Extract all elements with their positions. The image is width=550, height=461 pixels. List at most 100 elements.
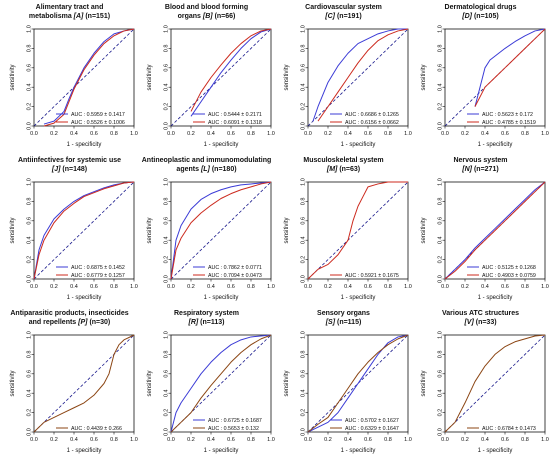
roc-curve	[170, 181, 272, 280]
roc-panel: Antiinfectives for systemic use [J] (n=14…	[1, 154, 138, 307]
panel-title-line: Respiratory system	[174, 310, 239, 317]
panel-title-line: Musculoskeletal system	[303, 157, 384, 164]
panel-title-line: and repellents	[28, 318, 77, 326]
roc-plot: 0.0 0.2 0.4 0.6 0.8 1.0 0.0 0.2 0.4 0.6 0.8 1.0 1 - …	[147, 178, 275, 301]
legend-entry: AUC : 0.4903 ± 0.0759	[482, 273, 536, 279]
y-tick-label: 1.0	[300, 25, 306, 33]
x-tick-label: 0.2	[324, 131, 332, 137]
legend-entry: AUC : 0.5959 ± 0.1417	[71, 112, 125, 118]
x-tick-label: 0.0	[167, 437, 175, 443]
panel-title-line2: [C] (n=191)	[275, 13, 412, 22]
panel-title-line2: [N] (n=271)	[412, 166, 549, 175]
roc-panel: Cardiovascular system [C] (n=191) 0.0 0.2 0.…	[275, 1, 412, 154]
panel-title-code: [A]	[73, 12, 84, 20]
plot-frame	[33, 28, 135, 127]
x-tick-label: 0.6	[501, 131, 509, 137]
x-tick-label: 0.8	[384, 437, 392, 443]
panel-title: Antiinfectives for systemic use	[1, 157, 138, 166]
roc-curve	[474, 28, 546, 107]
roc-curve	[307, 181, 408, 280]
y-tick-label: 0.4	[437, 236, 443, 244]
x-tick-label: 0.8	[110, 284, 118, 290]
x-tick-label: 1.0	[541, 131, 549, 137]
roc-curve	[190, 28, 272, 117]
roc-curve	[312, 28, 408, 122]
reference-diagonal	[307, 28, 409, 127]
roc-panel: Various ATC structures [V] (n=33) 0.0 0.2 0.…	[412, 307, 549, 460]
panel-title-line2: [S] (n=115)	[275, 319, 412, 328]
roc-curve	[190, 28, 272, 112]
y-tick-label: 0.4	[26, 236, 32, 244]
plot-frame	[307, 28, 409, 127]
panel-title: Nervous system	[412, 157, 549, 166]
x-tick-label: 0.6	[227, 284, 235, 290]
x-tick-label: 0.8	[247, 437, 255, 443]
x-tick-label: 1.0	[267, 284, 275, 290]
plot-frame	[307, 334, 409, 433]
y-tick-label: 0.0	[163, 122, 169, 130]
y-tick-label: 0.6	[26, 217, 32, 225]
x-tick-label: 0.6	[90, 131, 98, 137]
y-tick-label: 0.2	[300, 256, 306, 264]
x-tick-label: 0.2	[461, 437, 469, 443]
roc-plot: 0.0 0.2 0.4 0.6 0.8 1.0 0.0 0.2 0.4 0.6 0.8 1.0 1 - …	[10, 331, 138, 454]
roc-curve	[33, 181, 135, 280]
y-tick-label: 0.6	[163, 370, 169, 378]
panel-title-n: (n=151)	[85, 12, 111, 20]
legend-entry: AUC : 0.6091 ± 0.1318	[208, 120, 262, 126]
y-tick-label: 0.8	[437, 45, 443, 53]
y-axis-label: sensitivity	[10, 64, 16, 90]
x-tick-label: 0.2	[187, 131, 195, 137]
y-tick-label: 1.0	[437, 178, 443, 186]
legend-entry: AUC : 0.4785 ± 0.1519	[482, 120, 536, 126]
x-tick-label: 0.2	[187, 437, 195, 443]
y-tick-label: 0.4	[437, 83, 443, 91]
x-axis-label: 1 - specificity	[478, 142, 513, 148]
panel-title-line: Antiparasitic products, insecticides	[10, 310, 129, 317]
panel-title-code: [L]	[200, 165, 210, 173]
plot-frame	[33, 181, 135, 280]
panel-title-n: (n=115)	[336, 318, 362, 326]
y-tick-label: 0.2	[163, 409, 169, 417]
y-tick-label: 0.4	[163, 236, 169, 244]
y-tick-label: 0.0	[300, 122, 306, 130]
panel-title: Sensory organs	[275, 310, 412, 319]
panel-title-line: organs	[177, 12, 201, 20]
roc-curve	[307, 334, 409, 433]
plot-frame	[170, 181, 272, 280]
legend-entry: AUC : 0.6725 ± 0.1687	[208, 418, 262, 424]
x-tick-label: 0.8	[384, 131, 392, 137]
y-tick-label: 0.6	[300, 217, 306, 225]
x-tick-label: 0.2	[187, 284, 195, 290]
y-tick-label: 0.6	[163, 64, 169, 72]
y-tick-label: 0.4	[163, 83, 169, 91]
y-axis-label: sensitivity	[421, 64, 427, 90]
x-tick-label: 0.6	[501, 437, 509, 443]
x-axis-label: 1 - specificity	[478, 448, 513, 454]
panel-title-n: (n=180)	[211, 165, 237, 173]
y-tick-label: 0.2	[300, 409, 306, 417]
x-axis-label: 1 - specificity	[341, 142, 376, 148]
y-axis-label: sensitivity	[284, 217, 290, 243]
x-tick-label: 0.8	[247, 131, 255, 137]
panel-title-n: (n=271)	[473, 165, 499, 173]
panel-title-code: [B]	[202, 12, 213, 20]
y-tick-label: 0.2	[300, 103, 306, 111]
panel-title-n: (n=191)	[336, 12, 362, 20]
roc-plot: 0.0 0.2 0.4 0.6 0.8 1.0 0.0 0.2 0.4 0.6 0.8 1.0 1 - …	[284, 331, 412, 454]
panel-title-line: Dermatological drugs	[444, 4, 517, 11]
legend-entry: AUC : 0.5444 ± 0.2171	[208, 112, 262, 118]
roc-curve	[170, 181, 272, 280]
y-tick-label: 0.4	[437, 389, 443, 397]
y-tick-label: 0.0	[26, 428, 32, 436]
x-tick-label: 0.6	[227, 437, 235, 443]
x-axis-label: 1 - specificity	[341, 295, 376, 301]
y-tick-label: 0.0	[26, 275, 32, 283]
panel-title: Alimentary tract and	[1, 4, 138, 13]
panel-title: Antiparasitic products, insecticides	[1, 310, 138, 319]
y-tick-label: 0.8	[437, 351, 443, 359]
y-axis-label: sensitivity	[147, 370, 153, 396]
reference-diagonal	[33, 28, 135, 127]
panel-title-line: Antineoplastic and immunomodulating	[141, 157, 272, 164]
panel-title-line2: metabolisma [A] (n=151)	[1, 13, 138, 22]
